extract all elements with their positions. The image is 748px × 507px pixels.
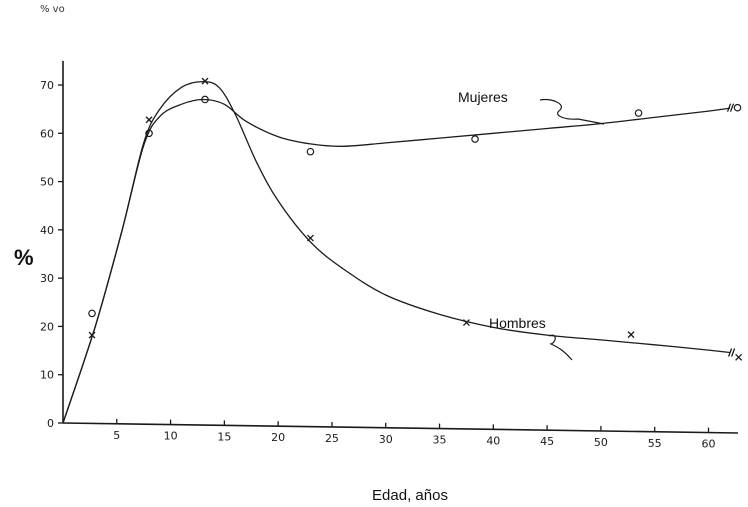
point-mujeres: [634, 109, 643, 117]
point-x-stroke: [88, 331, 96, 339]
point-hombres: [627, 331, 635, 339]
x-tick-label: 40: [486, 434, 500, 447]
point-x-stroke: [735, 353, 743, 361]
x-tick-label: 50: [594, 436, 608, 449]
leader-line-hombres: [548, 334, 573, 361]
series-curves: [62, 80, 731, 424]
y-tick-label: 70: [40, 79, 54, 92]
x-tick-label: 55: [648, 437, 662, 450]
y-tick-label: 60: [40, 127, 54, 140]
x-tick-label: 20: [271, 431, 285, 444]
point-x-stroke: [462, 319, 470, 327]
point-hombres: [735, 353, 743, 361]
x-tick-label: 15: [217, 430, 231, 443]
chart-labels: Edad, años% Mujeres Hombres: [14, 89, 736, 504]
point-mujeres: [471, 135, 479, 143]
x-tick-label: 60: [701, 438, 715, 451]
point-x-stroke: [201, 77, 209, 85]
axis-break-mark: [729, 103, 735, 112]
x-axis-title: Edad, años: [372, 487, 448, 504]
series-label-hombres: Hombres: [489, 315, 546, 331]
point-mujeres: [201, 95, 209, 104]
x-tick-label: 30: [379, 433, 393, 446]
series-markers: [88, 77, 743, 361]
x-tick-label: 25: [325, 432, 339, 445]
series-label-mujeres: Mujeres: [458, 89, 508, 105]
axis-break-mark: [727, 348, 733, 357]
point-x-stroke: [145, 116, 153, 124]
x-axis-line: [62, 422, 739, 434]
y-tick-label: 10: [40, 369, 54, 382]
y-axis-title: %: [14, 245, 34, 270]
point-hombres: [462, 319, 470, 327]
corner-fragment-text: % vo: [40, 4, 65, 15]
point-mujeres: [306, 147, 315, 156]
point-hombres: [306, 234, 314, 242]
point-mujeres: [733, 103, 742, 112]
point-x-stroke: [306, 234, 314, 242]
axes: 0 10 20 30 40 50 60 70 5 10 15 20 25 30 35 40 45 50 55 60: [40, 60, 739, 451]
point-hombres: [88, 331, 96, 339]
point-mujeres: [145, 129, 153, 138]
y-tick-label: 0: [47, 417, 54, 430]
point-x-stroke: [627, 331, 635, 339]
point-hombres: [201, 77, 209, 85]
axis-break-mark: [730, 348, 736, 357]
x-tick-label: 5: [113, 429, 120, 442]
y-tick-label: 50: [40, 176, 54, 189]
curve-hombres: [62, 80, 731, 424]
point-mujeres: [88, 309, 96, 318]
point-hombres: [145, 116, 153, 124]
x-tick-label: 35: [433, 434, 447, 447]
axis-break-mark: [726, 103, 732, 112]
x-tick-label: 45: [540, 435, 554, 448]
y-tick-label: 40: [40, 224, 54, 237]
y-tick-label: 30: [40, 272, 54, 285]
y-tick-label: 20: [40, 320, 54, 333]
leader-line-mujeres: [539, 99, 605, 125]
curve-mujeres: [62, 98, 731, 424]
x-tick-label: 10: [164, 430, 178, 443]
